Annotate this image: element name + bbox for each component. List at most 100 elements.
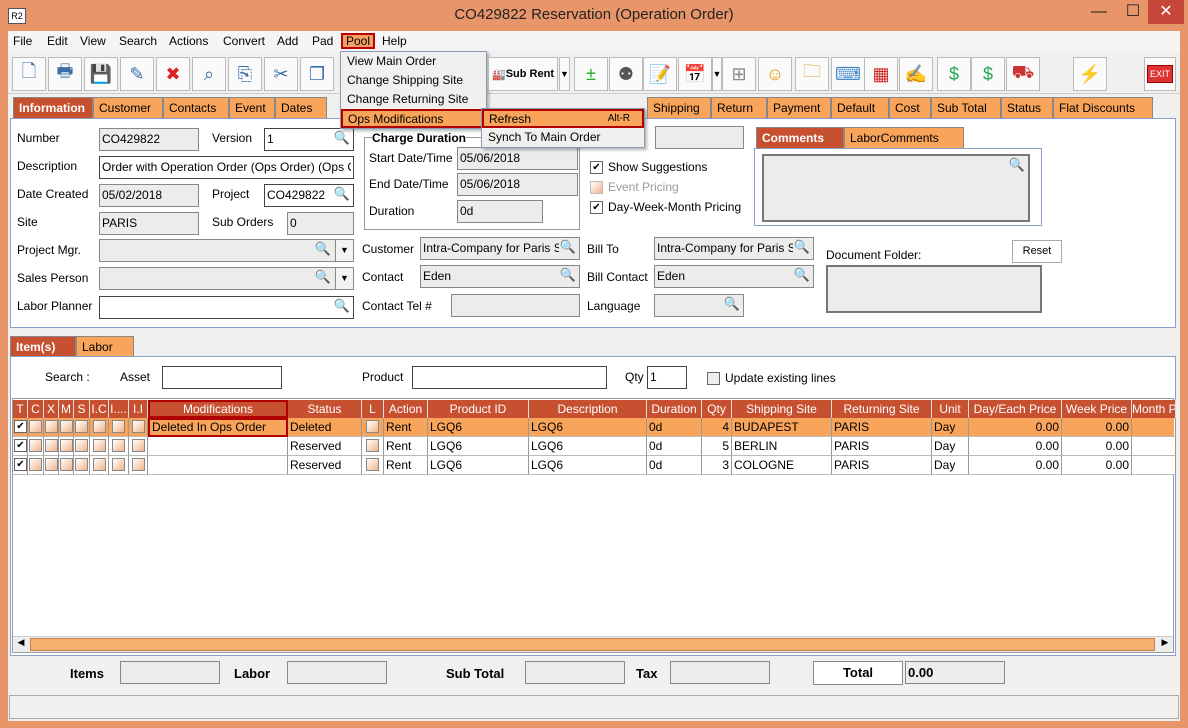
contact-field[interactable]: Eden 🔍 — [420, 265, 580, 288]
truck-button[interactable]: ⛟ — [1006, 57, 1040, 91]
menu-item-change-returning-site[interactable]: Change Returning Site — [347, 92, 469, 106]
table-row[interactable] — [13, 418, 1174, 437]
row-checkbox-ii[interactable] — [129, 456, 148, 475]
tab-labor-comments[interactable]: LaborComments — [844, 127, 964, 148]
row-checkbox-x[interactable] — [44, 418, 59, 437]
column-header-t[interactable]: T — [13, 400, 28, 418]
tab-cost[interactable]: Cost — [889, 97, 931, 118]
column-header-x[interactable]: X — [44, 400, 59, 418]
row-checkbox-m[interactable] — [59, 437, 74, 456]
table-row[interactable] — [13, 456, 1174, 475]
print-button[interactable]: 🖶 — [48, 57, 82, 91]
asset-input[interactable] — [162, 366, 282, 389]
tab-customer[interactable]: Customer — [93, 97, 163, 118]
row-checkbox-x[interactable] — [44, 437, 59, 456]
tab-status[interactable]: Status — [1001, 97, 1053, 118]
exit-button[interactable]: EXIT — [1144, 57, 1176, 91]
tab-return[interactable]: Return — [711, 97, 767, 118]
version-field[interactable]: 1 🔍 — [264, 128, 354, 151]
tab-default[interactable]: Default — [831, 97, 889, 118]
column-header-returning-site[interactable]: Returning Site — [832, 400, 932, 418]
customer-field[interactable]: Intra-Company for Paris Site🔍 — [420, 237, 580, 260]
scrollbar-thumb[interactable] — [30, 638, 1155, 651]
labor-planner-field[interactable]: 🔍 — [99, 296, 354, 319]
column-header-status[interactable]: Status — [288, 400, 362, 418]
menu-help[interactable]: Help — [382, 34, 407, 48]
row-checkbox-ic[interactable] — [90, 418, 109, 437]
column-header-qty[interactable]: Qty — [702, 400, 732, 418]
column-header-shipping-site[interactable]: Shipping Site — [732, 400, 832, 418]
table-row[interactable] — [13, 437, 1174, 456]
product-input[interactable] — [412, 366, 607, 389]
menu-search[interactable]: Search — [119, 34, 158, 48]
description-field[interactable]: Order with Operation Order (Ops Order) (… — [99, 156, 354, 179]
dwm-pricing-checkbox[interactable]: ✔ Day-Week-Month Pricing — [590, 200, 741, 214]
event-pricing-checkbox[interactable]: Event Pricing — [590, 180, 679, 194]
contact-search-icon[interactable]: 🔍 — [559, 267, 576, 282]
scroll-left-icon[interactable]: ◀ — [17, 637, 25, 647]
scroll-right-icon[interactable]: ▶ — [1161, 637, 1169, 647]
add-remove-button[interactable]: ± — [574, 57, 608, 91]
bill-to-search-icon[interactable]: 🔍 — [793, 239, 810, 254]
row-checkbox-s[interactable] — [74, 437, 90, 456]
column-header-l[interactable]: L — [362, 400, 384, 418]
row-checkbox-m[interactable] — [59, 456, 74, 475]
sub-rent-dropdown[interactable]: ▼ — [559, 57, 570, 91]
menu-pool[interactable]: Pool — [341, 33, 376, 49]
row-checkbox-i[interactable] — [109, 456, 129, 475]
balls-button[interactable]: ⚉ — [609, 57, 643, 91]
bill-contact-field[interactable]: Eden 🔍 — [654, 265, 814, 288]
row-checkbox-x[interactable] — [44, 456, 59, 475]
column-header-i-i[interactable]: I.I — [129, 400, 148, 418]
horizontal-scrollbar[interactable]: ◀ ▶ — [13, 636, 1173, 652]
menu-view[interactable]: View — [80, 34, 106, 48]
column-header-s[interactable]: S — [74, 400, 90, 418]
menu-convert[interactable]: Convert — [223, 34, 266, 48]
hierarchy-button[interactable]: ⊞ — [722, 57, 756, 91]
new-doc-button[interactable]: 🗋 — [12, 57, 46, 91]
row-checkbox-l[interactable] — [362, 418, 384, 437]
column-header-c[interactable]: C — [28, 400, 44, 418]
project-mgr-search-icon[interactable]: 🔍 — [314, 241, 331, 256]
menu-actions[interactable]: Actions — [169, 34, 209, 48]
row-checkbox-c[interactable] — [28, 437, 44, 456]
language-field[interactable]: 🔍 — [654, 294, 744, 317]
column-header-unit[interactable]: Unit — [932, 400, 969, 418]
version-search-icon[interactable]: 🔍 — [333, 130, 350, 145]
column-header-i-[interactable]: I.... — [109, 400, 129, 418]
document-folder-box[interactable] — [826, 265, 1042, 313]
tab-flat-discounts[interactable]: Flat Discounts — [1053, 97, 1153, 118]
reset-button[interactable]: Reset — [1012, 240, 1062, 263]
plug-button[interactable]: ⚡ — [1073, 57, 1107, 91]
cut-button[interactable]: ✂ — [264, 57, 298, 91]
labor-planner-search-icon[interactable]: 🔍 — [333, 298, 350, 313]
tab-information[interactable]: Information — [13, 97, 93, 118]
column-header-week-price[interactable]: Week Price — [1062, 400, 1132, 418]
row-checkbox-s[interactable] — [74, 418, 90, 437]
minimize-button[interactable]: — — [1091, 3, 1107, 20]
bill-to-field[interactable]: Intra-Company for Paris Site🔍 — [654, 237, 814, 260]
sales-person-field[interactable]: 🔍 ▼ — [99, 267, 354, 290]
money-forward-button[interactable]: $ — [937, 57, 971, 91]
project-mgr-dropdown-icon[interactable]: ▼ — [335, 240, 353, 261]
copy-button[interactable]: ❐ — [300, 57, 334, 91]
binoculars-button[interactable]: ⌕ — [192, 57, 226, 91]
update-existing-lines-checkbox[interactable]: Update existing lines — [707, 371, 836, 385]
tab-items[interactable]: Item(s) — [10, 336, 76, 357]
menu-item-change-shipping-site[interactable]: Change Shipping Site — [347, 73, 464, 87]
menu-add[interactable]: Add — [277, 34, 299, 48]
row-checkbox-ic[interactable] — [90, 456, 109, 475]
qty-input[interactable]: 1 — [647, 366, 687, 389]
tab-shipping[interactable]: Shipping — [647, 97, 711, 118]
language-search-icon[interactable]: 🔍 — [723, 296, 740, 311]
tab-payment[interactable]: Payment — [767, 97, 831, 118]
column-header-product-id[interactable]: Product ID — [428, 400, 529, 418]
column-header-modifications[interactable]: Modifications — [148, 400, 288, 418]
menu-item-view-main-order[interactable]: View Main Order — [347, 54, 437, 68]
project-search-icon[interactable]: 🔍 — [333, 186, 350, 201]
column-header-day-each-price[interactable]: Day/Each Price — [969, 400, 1062, 418]
sales-person-search-icon[interactable]: 🔍 — [314, 269, 331, 284]
row-checkbox-c[interactable] — [28, 456, 44, 475]
show-suggestions-checkbox[interactable]: ✔ Show Suggestions — [590, 160, 707, 174]
smiley-button[interactable]: ☺ — [758, 57, 792, 91]
